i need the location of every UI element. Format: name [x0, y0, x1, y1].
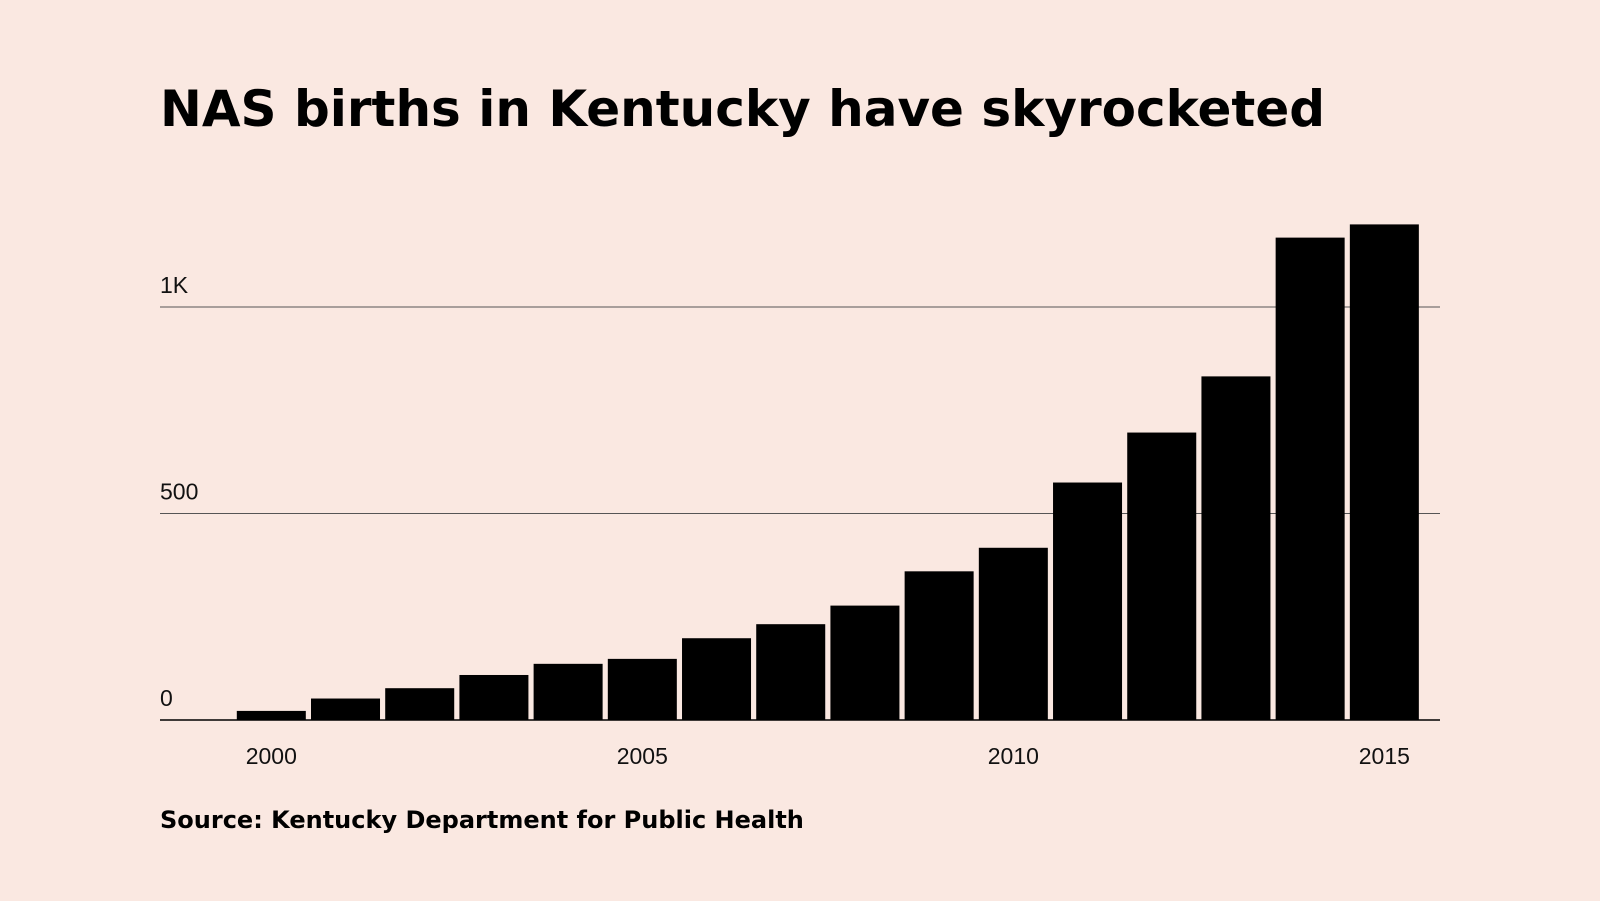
- bar: [1275, 237, 1345, 720]
- bar: [756, 624, 826, 720]
- y-tick-label: 1K: [160, 272, 189, 298]
- bar: [459, 674, 529, 720]
- bar: [830, 605, 900, 720]
- x-tick-label: 2015: [1359, 743, 1410, 769]
- bar: [1053, 482, 1123, 720]
- bar: [1349, 224, 1419, 720]
- chart-title: NAS births in Kentucky have skyrocketed: [160, 80, 1325, 138]
- bar: [236, 710, 306, 720]
- x-tick-label: 2010: [988, 743, 1039, 769]
- source: Source: Kentucky Department for Public H…: [160, 806, 804, 834]
- y-tick-label: 500: [160, 479, 198, 505]
- bar: [385, 688, 455, 720]
- bar: [978, 547, 1048, 720]
- x-tick-label: 2000: [246, 743, 297, 769]
- bar: [904, 571, 974, 720]
- bar: [533, 663, 603, 720]
- bar: [607, 658, 677, 720]
- bar: [311, 698, 381, 720]
- bar: [682, 638, 752, 720]
- y-tick-label: 0: [160, 685, 173, 711]
- bar: [1201, 376, 1271, 720]
- bar: [1127, 432, 1197, 720]
- x-tick-label: 2005: [617, 743, 668, 769]
